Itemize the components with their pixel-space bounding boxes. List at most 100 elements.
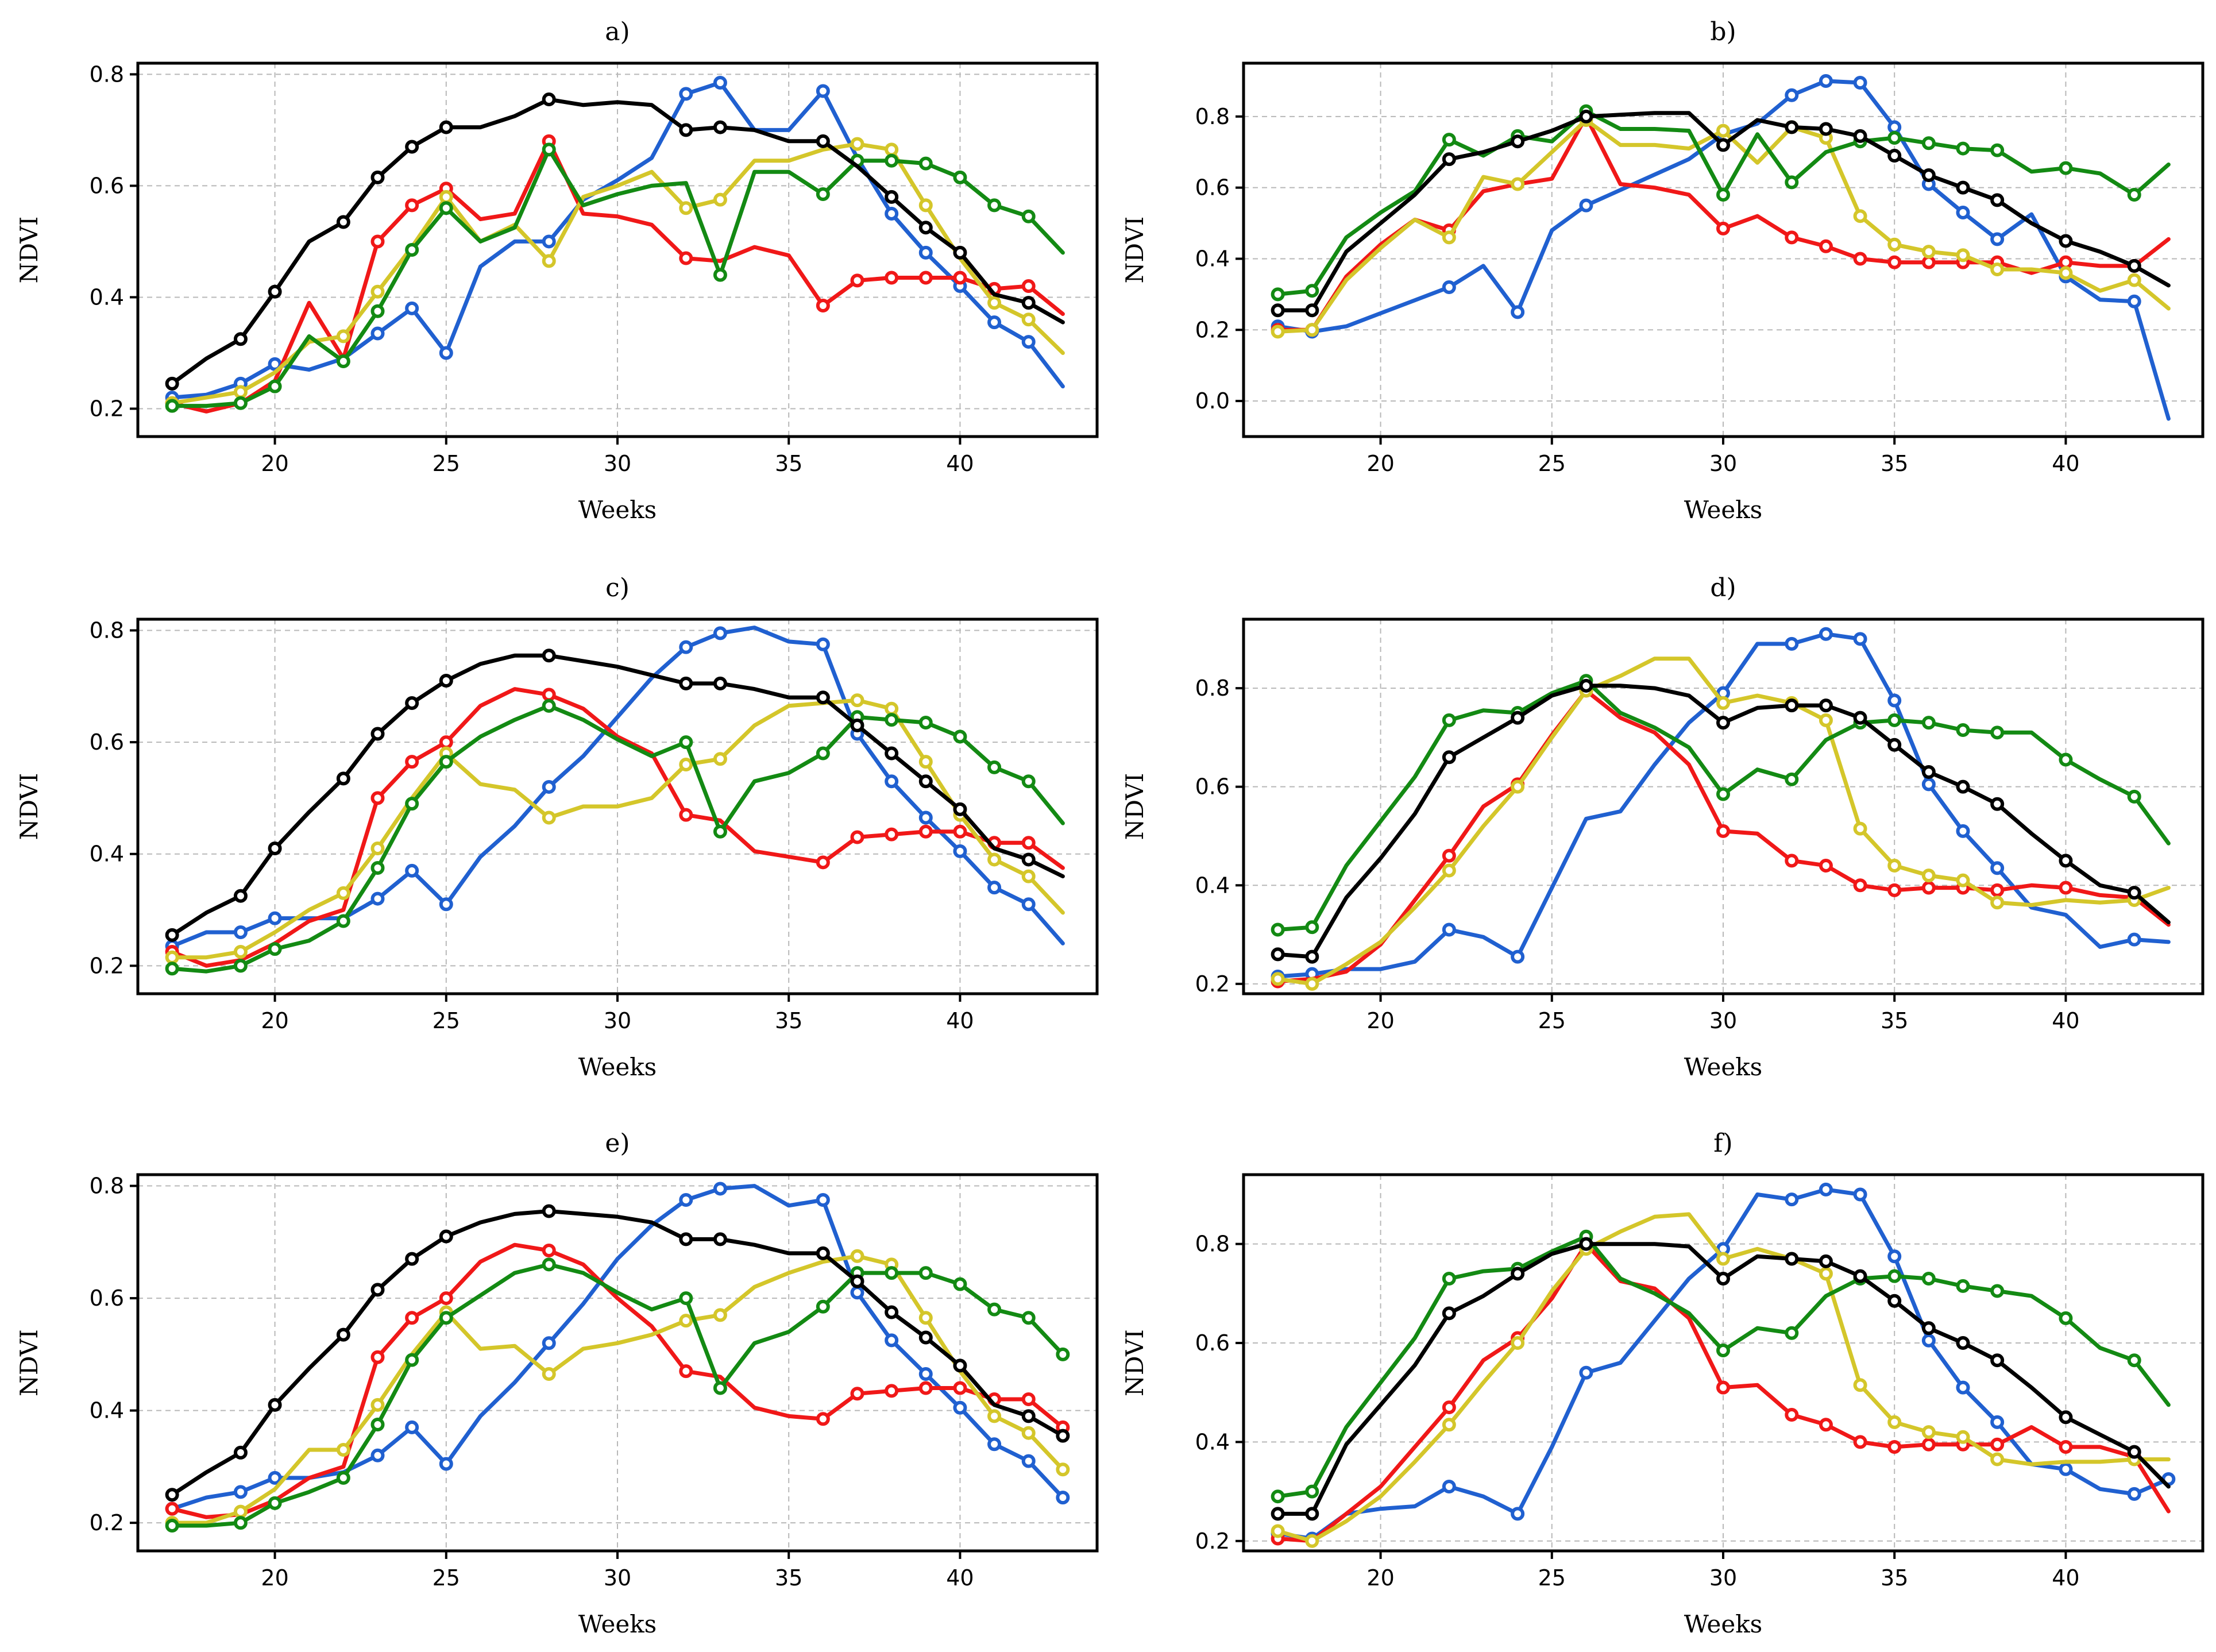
series-line-green [170,1262,1065,1528]
data-point-red [2059,255,2073,269]
data-point-yellow [1716,1252,1730,1266]
data-point-green [1956,723,1970,738]
data-point-yellow [1511,177,1525,191]
data-point-yellow [233,945,248,959]
data-point-black [1511,711,1525,725]
data-point-green [233,396,248,410]
data-point-green [2127,789,2141,804]
data-point-blue [816,637,830,651]
x-axis-label: Weeks [1684,1053,1762,1081]
data-point-green [1956,1279,1970,1293]
data-point-black [370,1283,385,1297]
data-point-blue [1853,1187,1867,1202]
y-tick-label: 0.6 [90,173,124,198]
data-point-blue [987,1437,1002,1452]
x-tick-label: 40 [946,1565,974,1591]
data-point-black [1716,138,1730,152]
chart-panel-6: 20 25 30 35 40 0.2 0.4 0.6 0.8 f) Weeks NDVI [1121,1129,2205,1638]
data-point-green [918,1266,933,1280]
data-point-red [405,755,419,769]
data-point-black [816,134,830,148]
data-point-black [850,1274,864,1288]
data-point-green [336,914,350,928]
data-point-green [439,1311,453,1325]
data-point-green [439,201,453,215]
data-point-green [165,399,179,413]
data-point-black [336,771,350,786]
data-point-green [1785,1326,1799,1340]
data-point-black [1990,797,2005,811]
x-tick-label: 20 [1366,451,1394,476]
chart-panel-4: 20 25 30 35 40 0.2 0.4 0.6 0.8 d) Weeks NDVI [1121,573,2205,1081]
data-point-black [850,718,864,732]
data-point-black [165,376,179,391]
data-point-blue [918,245,933,260]
y-tick-label: 0.4 [90,1398,124,1423]
data-point-blue [233,925,248,939]
x-tick-label: 25 [433,451,460,476]
data-point-green [1956,141,1970,156]
data-point-blue [1853,76,1867,90]
data-point-yellow [1271,972,1285,986]
data-point-red [405,198,419,213]
data-point-red [1921,1437,1936,1452]
data-point-yellow [1956,1430,1970,1444]
data-point-black [1442,750,1456,765]
data-point-red [1442,1400,1456,1415]
data-point-yellow [542,1367,556,1381]
data-point-black [885,746,899,761]
y-tick-label: 0.4 [1195,246,1230,271]
data-point-green [1716,188,1730,202]
y-tick-label: 0.2 [90,1510,124,1535]
data-point-black [1305,303,1319,318]
data-point-red [1819,858,1833,873]
data-point-yellow [370,1398,385,1412]
data-point-blue [1819,74,1833,88]
data-point-black [1990,1353,2005,1368]
data-point-yellow [2127,273,2141,287]
x-tick-label: 35 [1881,1008,1908,1033]
data-point-green [233,1516,248,1530]
data-point-blue [1785,1192,1799,1207]
y-axis-label: NDVI [15,1329,43,1396]
data-point-yellow [1956,248,1970,263]
series-line-green [170,147,1065,408]
data-point-green [1887,1269,1902,1283]
data-point-yellow [1990,1452,2005,1466]
data-point-yellow [439,190,453,204]
data-point-blue [918,810,933,825]
data-point-black [233,889,248,903]
data-point-blue [1785,636,1799,651]
data-point-blue [1956,206,1970,219]
y-axis-label: NDVI [1121,773,1149,840]
data-point-green [370,861,385,875]
y-tick-label: 0.4 [90,842,124,867]
data-point-green [1785,175,1799,190]
data-point-black [439,674,453,688]
data-point-blue [1921,777,1936,792]
data-point-green [1021,209,1036,223]
data-point-green [2127,1353,2141,1368]
data-point-yellow [1819,1267,1833,1281]
y-tick-label: 0.8 [90,1174,124,1199]
data-point-blue [713,1182,727,1196]
data-point-black [1021,296,1036,310]
data-point-black [1956,180,1970,195]
data-point-green [885,153,899,168]
chart-title: e) [605,1129,630,1158]
x-tick-label: 40 [2052,451,2079,476]
series-line-black [170,653,1065,937]
data-point-blue [370,891,385,906]
data-point-black [268,284,282,299]
data-point-black [1442,152,1456,167]
data-point-yellow [1990,896,2005,910]
data-point-yellow [679,1314,693,1328]
data-point-red [1887,883,1902,897]
data-point-blue [1021,1454,1036,1468]
chart-title: f) [1713,1129,1732,1158]
data-point-green [987,1302,1002,1317]
data-point-black [370,727,385,741]
data-point-black [268,841,282,855]
data-point-red [542,688,556,702]
